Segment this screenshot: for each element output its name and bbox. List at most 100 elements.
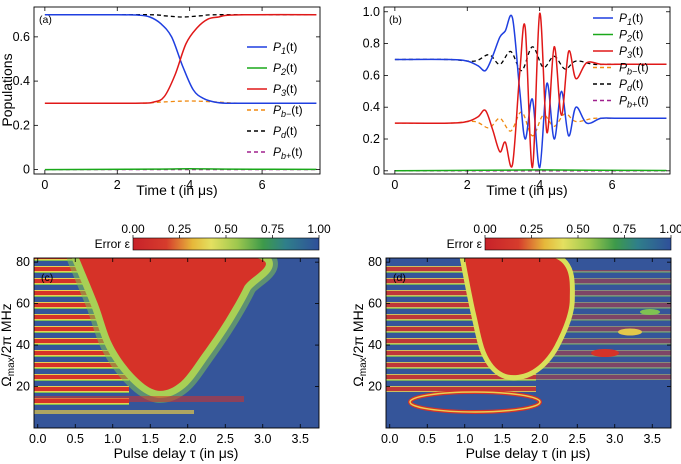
- x-tick-label: 6: [259, 178, 266, 192]
- x-tick-label: 2.5: [217, 432, 234, 446]
- x-tick-label: 4: [186, 178, 193, 192]
- y-tick-label: 0.8: [363, 37, 380, 51]
- panel-d-label: (d): [393, 272, 406, 284]
- legend-label-P2: P2(t): [273, 61, 297, 77]
- panel-d-island-2: [618, 328, 642, 336]
- x-tick-label: 2: [464, 178, 471, 192]
- x-tick-label: 0.5: [67, 432, 84, 446]
- x-tick-label: 3.0: [606, 432, 623, 446]
- colorbar-tick-label: 0.75: [613, 222, 637, 236]
- legend-label-Pbm: Pb−(t): [273, 103, 303, 119]
- x-tick-label: 2.0: [179, 432, 196, 446]
- panel-d-low-error-region: [464, 258, 570, 376]
- colorbar-tick-label: 0.00: [473, 222, 497, 236]
- panel-d-island-1: [591, 349, 619, 357]
- panel-d-frame: [385, 257, 672, 429]
- legend-label-P1: P1(t): [273, 40, 297, 56]
- x-tick-label: 1.0: [456, 432, 473, 446]
- colorbar-tick-label: 0.50: [566, 222, 590, 236]
- panel-a-ylabel: Populations: [0, 53, 15, 126]
- panel-b-series: [394, 12, 667, 172]
- panel-a: 0 2 4 6 0 0.2 0.4 0.6 (a) Time t (in μs) Popula…: [0, 6, 321, 198]
- panel-d-colorbar: [484, 237, 672, 251]
- panel-b-frame: [383, 6, 671, 175]
- x-tick-label: 0: [41, 178, 48, 192]
- legend-label-Pd: Pd(t): [273, 124, 297, 140]
- panel-c: Error ε 0.00 0.25 0.50 0.75 1.00 0.0 0.5 1.0 1.…: [0, 222, 331, 461]
- panel-a-frame: [33, 6, 321, 175]
- y-tick-label: 0.2: [13, 118, 30, 132]
- panel-a-ticks: 0 2 4 6 0 0.2 0.4 0.6: [13, 7, 320, 192]
- panel-d-map: [386, 258, 671, 428]
- panel-c-label: (c): [41, 272, 53, 284]
- legend-label-P1: P1(t): [619, 11, 643, 27]
- panel-d-colorbar-ticks: 0.00 0.25 0.50 0.75 1.00: [473, 222, 681, 238]
- panel-a-label: (a): [39, 14, 52, 26]
- panel-a-series: [44, 13, 317, 171]
- panel-b-legend: P1(t)P2(t)P3(t)Pb−(t)Pd(t)Pb+(t): [593, 11, 649, 110]
- colorbar-tick-label: 0.75: [261, 222, 285, 236]
- x-tick-label: 2.0: [531, 432, 548, 446]
- y-tick-label: 80: [368, 255, 382, 269]
- panel-c-xlabel: Pulse delay τ (in μs): [114, 445, 239, 461]
- y-tick-label: 60: [368, 297, 382, 311]
- panel-c-low-error-region: [79, 258, 266, 391]
- x-tick-label: 1.5: [494, 432, 511, 446]
- y-tick-label: 60: [16, 297, 30, 311]
- series-line-Pbm: [394, 111, 667, 137]
- y-tick-label: 0.6: [13, 30, 30, 44]
- y-tick-label: 0: [373, 164, 380, 178]
- series-line-P3: [44, 13, 317, 105]
- y-tick-label: 0.4: [363, 100, 380, 114]
- panel-c-low-omega-band-2: [34, 410, 194, 414]
- x-tick-label: 1.0: [104, 432, 121, 446]
- x-tick-label: 2.5: [569, 432, 586, 446]
- panel-d-low-omega-loop-edge: [409, 391, 541, 413]
- panel-c-colorbar: [132, 237, 320, 251]
- y-tick-label: 20: [16, 380, 30, 394]
- colorbar-tick-label: 0.50: [214, 222, 238, 236]
- y-tick-label: 40: [368, 338, 382, 352]
- panel-c-ticks: 0.0 0.5 1.0 1.5 2.0 2.5 3.0 3.5 20 40 60 80: [16, 255, 319, 446]
- colorbar-tick-label: 0.25: [520, 222, 544, 236]
- y-tick-label: 40: [16, 338, 30, 352]
- panel-d-island-3: [640, 309, 660, 315]
- x-tick-label: 6: [609, 178, 616, 192]
- legend-label-Pbp: Pb+(t): [619, 94, 649, 110]
- panel-b: 0 2 4 600.20.40.60.81.0 (b) Time t (in μs) …: [363, 5, 671, 198]
- y-tick-label: 1.0: [363, 5, 380, 19]
- legend-label-Pd: Pd(t): [619, 77, 643, 93]
- x-tick-label: 3.5: [644, 432, 661, 446]
- x-tick-label: 0.0: [29, 432, 46, 446]
- panel-c-ylabel: Ωmax/2π MHz: [0, 303, 17, 386]
- x-tick-label: 4: [536, 178, 543, 192]
- panel-d-ylabel: Ωmax/2π MHz: [350, 303, 369, 386]
- colorbar-tick-label: 0.00: [121, 222, 145, 236]
- panel-d-ticks: 0.0 0.5 1.0 1.5 2.0 2.5 3.0 3.5 20 40 60 80: [368, 255, 671, 446]
- x-tick-label: 0.0: [381, 432, 398, 446]
- colorbar-tick-label: 0.25: [168, 222, 192, 236]
- panel-c-colorbar-ticks: 0.00 0.25 0.50 0.75 1.00: [121, 222, 331, 238]
- series-line-P1: [44, 13, 317, 105]
- y-tick-label: 20: [368, 380, 382, 394]
- series-line-P3: [394, 12, 667, 169]
- legend-label-Pbp: Pb+(t): [273, 145, 303, 161]
- series-line-P2: [44, 167, 317, 171]
- y-tick-label: 0: [23, 163, 30, 177]
- series-line-P2: [394, 169, 667, 172]
- series-line-Pd: [394, 46, 667, 72]
- x-tick-label: 1.5: [142, 432, 159, 446]
- panel-b-ticks: 0 2 4 6 0 0.2 0.4 0.6 0.8 1.0: [363, 5, 670, 192]
- panel-b-xlabel: Time t (in μs): [486, 182, 567, 198]
- panel-c-low-omega-band: [34, 396, 244, 402]
- legend-label-P3: P3(t): [619, 44, 643, 60]
- y-tick-label: 0.4: [13, 74, 30, 88]
- panel-a-xlabel: Time t (in μs): [136, 182, 217, 198]
- legend-label-P2: P2(t): [619, 28, 643, 44]
- panel-c-frame: [33, 257, 320, 429]
- y-tick-label: 80: [16, 255, 30, 269]
- y-tick-label: 0.2: [363, 132, 380, 146]
- colorbar-tick-label: 1.00: [659, 222, 681, 236]
- panel-d-xlabel: Pulse delay τ (in μs): [466, 445, 591, 461]
- colorbar-tick-label: 1.00: [307, 222, 331, 236]
